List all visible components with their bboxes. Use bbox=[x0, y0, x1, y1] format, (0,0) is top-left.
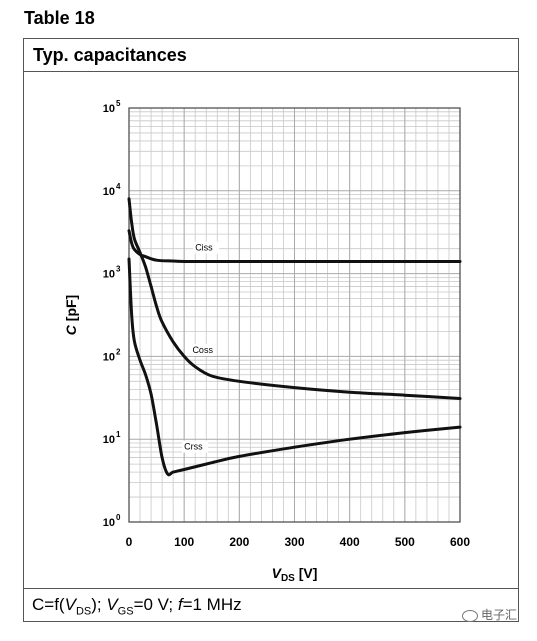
y-tick-label: 10 bbox=[103, 434, 115, 446]
footer-after-vds: ); bbox=[91, 595, 107, 614]
y-tick-exponent: 5 bbox=[116, 99, 121, 108]
x-tick-label: 300 bbox=[284, 535, 304, 549]
footer-gs-value: =0 V; bbox=[133, 595, 178, 614]
y-tick-exponent: 2 bbox=[116, 347, 121, 356]
y-tick-exponent: 3 bbox=[116, 265, 121, 274]
series-label-crss: Crss bbox=[184, 442, 203, 452]
x-tick-label: 400 bbox=[340, 535, 360, 549]
title-row: Typ. capacitances bbox=[24, 39, 518, 72]
series-line-ciss bbox=[127, 229, 462, 264]
x-tick-label: 500 bbox=[395, 535, 415, 549]
y-tick-exponent: 1 bbox=[116, 430, 121, 439]
plot-border bbox=[128, 107, 461, 523]
chart-title: Typ. capacitances bbox=[33, 45, 187, 65]
x-tick-label: 100 bbox=[174, 535, 194, 549]
watermark: 电子汇 bbox=[461, 606, 517, 623]
footer-vds-symbol: V bbox=[64, 595, 76, 614]
y-tick-label: 10 bbox=[103, 103, 115, 115]
footer-vds-sub: DS bbox=[75, 605, 92, 618]
y-tick-label: 10 bbox=[103, 269, 115, 281]
x-tick-label: 200 bbox=[229, 535, 249, 549]
footer-f-symbol: f bbox=[177, 595, 183, 614]
footer-c-part: C=f( bbox=[32, 595, 65, 614]
footer-f-value: =1 MHz bbox=[182, 595, 242, 614]
x-axis-label: VDS [V] bbox=[272, 565, 318, 584]
y-tick-exponent: 0 bbox=[116, 513, 121, 522]
x-tick-label: 0 bbox=[126, 535, 133, 549]
y-tick-label: 10 bbox=[103, 517, 115, 529]
y-tick-exponent: 4 bbox=[116, 182, 121, 191]
series-label-bg bbox=[182, 440, 209, 453]
y-tick-label: 10 bbox=[103, 186, 115, 198]
watermark-text: 电子汇 bbox=[480, 608, 517, 622]
series-label-bg bbox=[190, 343, 217, 356]
y-axis-label: C [pF] bbox=[63, 295, 79, 335]
chart-frame: Typ. capacitances C=f(VDS); VGS=0 V; f=1… bbox=[23, 38, 519, 622]
series-label-coss: Coss bbox=[192, 345, 213, 355]
series-line-crss bbox=[127, 257, 462, 477]
wechat-icon bbox=[461, 609, 478, 622]
series-line-coss bbox=[127, 197, 462, 400]
x-tick-label: 600 bbox=[450, 535, 470, 549]
footer-vgs-sub: GS bbox=[117, 605, 134, 618]
table-label: Table 18 bbox=[24, 8, 95, 28]
footer-conditions: C=f(VDS); VGS=0 V; f=1 MHz bbox=[32, 595, 242, 617]
footer-vgs-symbol: V bbox=[106, 595, 118, 614]
series-label-bg bbox=[193, 241, 220, 254]
y-tick-label: 10 bbox=[103, 351, 115, 363]
series-label-ciss: Ciss bbox=[195, 243, 213, 253]
footer-row: C=f(VDS); VGS=0 V; f=1 MHz bbox=[24, 588, 518, 621]
